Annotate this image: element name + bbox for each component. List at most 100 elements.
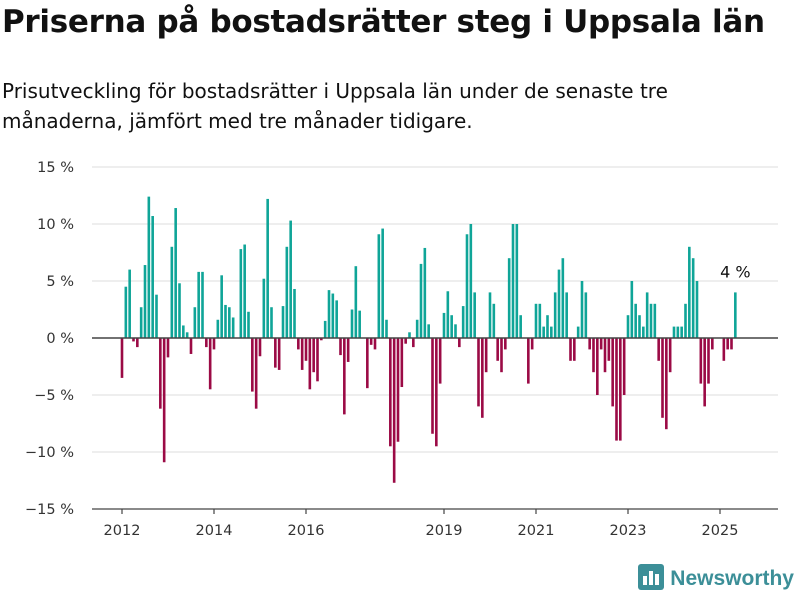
- bar: [599, 338, 603, 350]
- bar: [576, 326, 580, 338]
- bar: [297, 338, 300, 350]
- bar: [392, 338, 396, 483]
- bar: [404, 338, 407, 344]
- bar: [607, 338, 611, 361]
- bar: [699, 338, 703, 384]
- y-tick-label: 15 %: [37, 160, 74, 176]
- bar: [139, 307, 143, 338]
- x-axis: [92, 337, 778, 510]
- chart-title: Priserna på bostadsrätter steg i Uppsala…: [2, 4, 765, 40]
- bar: [231, 317, 235, 338]
- bar: [534, 303, 538, 338]
- bar: [507, 258, 511, 338]
- bar: [132, 338, 135, 342]
- bar: [657, 338, 660, 361]
- bar: [500, 338, 503, 373]
- bar: [458, 338, 461, 348]
- bar: [588, 338, 591, 350]
- bar: [182, 325, 185, 338]
- bar: [454, 324, 457, 338]
- bar: [465, 234, 469, 338]
- bar: [228, 307, 231, 338]
- bar: [477, 338, 480, 407]
- bar: [546, 315, 549, 338]
- bar: [369, 338, 373, 345]
- bar: [530, 338, 534, 350]
- brand-name: Newsworthy: [670, 567, 794, 590]
- bar: [415, 319, 419, 338]
- bar: [527, 338, 530, 384]
- bar: [596, 338, 599, 395]
- bar: [707, 338, 710, 384]
- bar: [565, 292, 568, 338]
- bar: [239, 249, 243, 338]
- bar: [672, 326, 676, 338]
- y-tick-label: −5 %: [34, 388, 74, 404]
- x-tick-label: 2016: [288, 523, 325, 539]
- bar: [258, 338, 262, 357]
- bar: [711, 338, 714, 350]
- bar-chart-icon: [638, 564, 665, 594]
- bar: [408, 332, 411, 338]
- bar: [354, 266, 358, 338]
- bar: [634, 303, 637, 338]
- bar: [688, 246, 691, 338]
- bar: [205, 338, 208, 348]
- bar: [542, 326, 545, 338]
- bar: [124, 286, 128, 338]
- bar: [481, 338, 484, 418]
- bar: [293, 288, 296, 338]
- bar: [496, 338, 499, 361]
- bar: [197, 271, 200, 338]
- y-tick-label: 0 %: [46, 331, 74, 347]
- bar: [569, 338, 572, 361]
- bar: [511, 224, 515, 338]
- bar: [281, 306, 285, 338]
- x-tick-label: 2025: [702, 523, 739, 539]
- bar: [561, 258, 565, 338]
- bar: [615, 338, 618, 441]
- x-axis-tick-labels: 2012 2014 2016 2019 2021 2023 2025: [104, 509, 739, 539]
- bar: [128, 269, 131, 338]
- x-tick-label: 2014: [196, 523, 233, 539]
- bar: [339, 338, 342, 356]
- bar: [653, 303, 657, 338]
- bar: [703, 338, 706, 407]
- bar: [734, 292, 737, 338]
- bar: [201, 271, 204, 338]
- bar: [166, 338, 170, 358]
- bar: [270, 307, 273, 338]
- bar: [327, 290, 331, 338]
- bar: [335, 300, 338, 338]
- bar: [649, 303, 653, 338]
- bar: [343, 338, 346, 415]
- bar: [304, 338, 308, 361]
- bar: [174, 208, 177, 338]
- y-tick-label: −10 %: [25, 445, 74, 461]
- bar: [262, 278, 266, 338]
- bar: [592, 338, 595, 373]
- bar: [611, 338, 614, 407]
- bar: [553, 292, 557, 338]
- bar: [155, 294, 158, 338]
- bar: [151, 216, 154, 338]
- bar: [584, 292, 588, 338]
- bar: [193, 307, 197, 338]
- bar: [396, 338, 400, 442]
- annotations: 4 %: [720, 262, 750, 281]
- y-axis-tick-labels: 15 % 10 % 5 % 0 % −5 % −10 % −15 %: [25, 160, 74, 518]
- bar: [285, 246, 289, 338]
- bar: [645, 292, 649, 338]
- bar: [331, 293, 335, 338]
- bar: [668, 338, 672, 373]
- bar: [216, 319, 220, 338]
- bar: [722, 338, 726, 361]
- bar: [300, 338, 304, 370]
- bar: [220, 275, 223, 338]
- bar: [630, 281, 634, 338]
- bar: [661, 338, 664, 418]
- bar: [431, 338, 434, 434]
- newsworthy-logo: Newsworthy: [638, 564, 794, 594]
- x-tick-label: 2019: [426, 523, 463, 539]
